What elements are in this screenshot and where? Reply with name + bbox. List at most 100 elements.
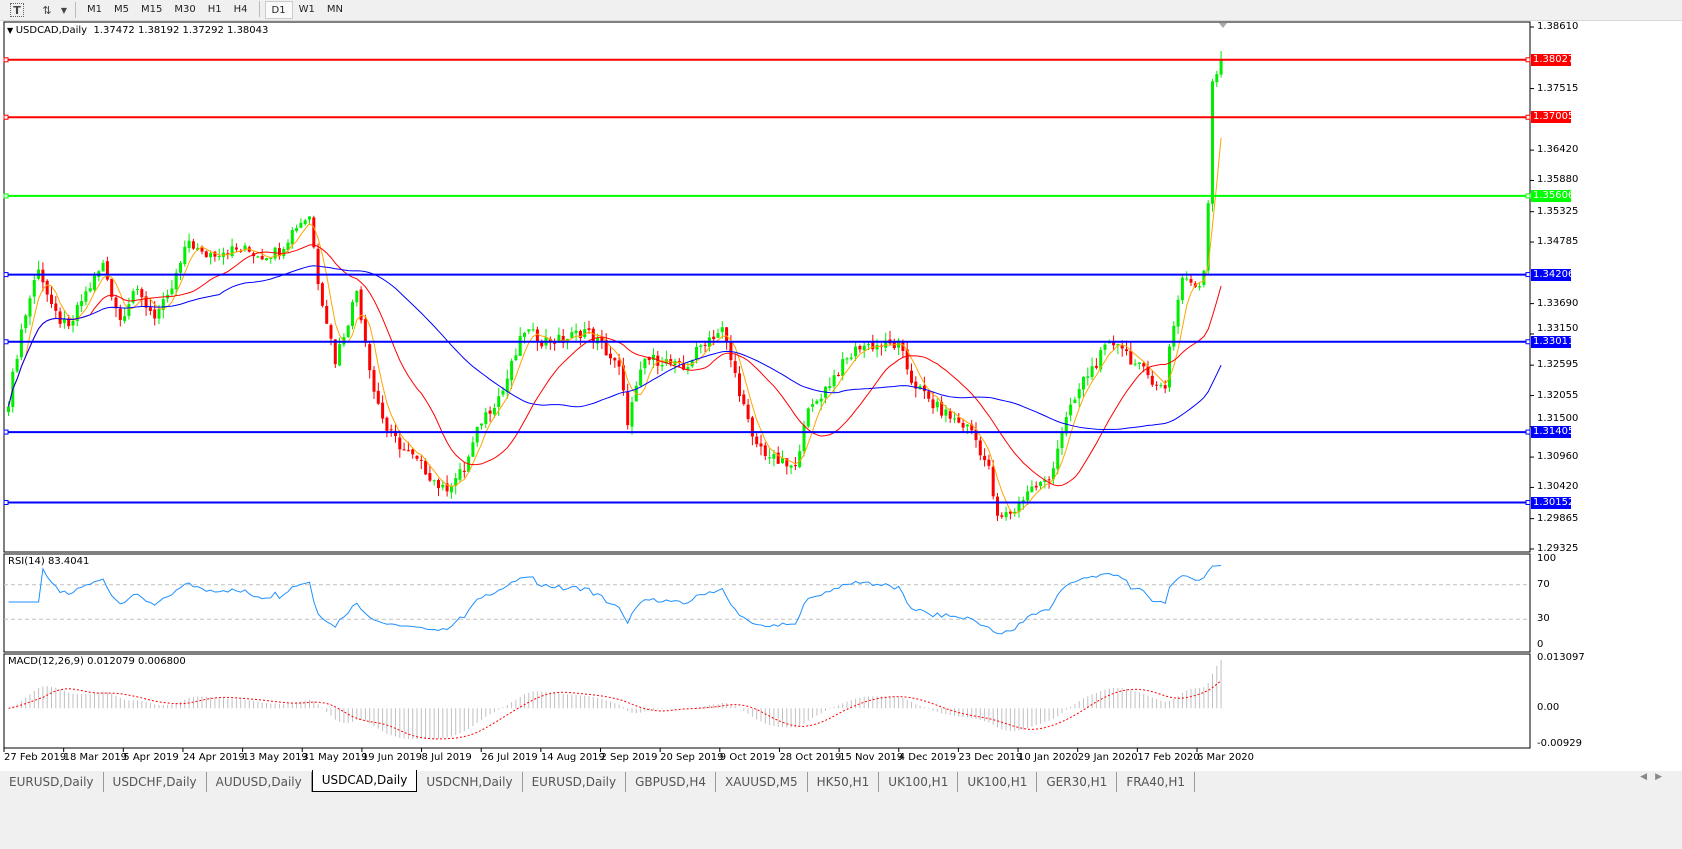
candle-body xyxy=(217,255,221,257)
candle-body xyxy=(716,333,720,338)
candle-body xyxy=(703,344,707,346)
price-tick-label: 1.33150 xyxy=(1537,322,1579,334)
date-label: 15 Nov 2019 xyxy=(839,752,904,763)
collapse-icon[interactable]: ▼ xyxy=(7,26,16,35)
tab-eurusd-daily[interactable]: EURUSD,Daily xyxy=(523,772,627,792)
candle-body xyxy=(578,330,582,339)
candle-body xyxy=(454,478,458,486)
timeframe-m5[interactable]: M5 xyxy=(114,4,129,15)
candle-body xyxy=(1047,479,1051,481)
candle-body xyxy=(497,396,501,408)
candle-body xyxy=(970,424,974,431)
candle-body xyxy=(505,378,509,393)
level-anchor-handle xyxy=(1525,500,1531,506)
candle-body xyxy=(1073,399,1077,404)
candle-body xyxy=(62,318,66,323)
candle-body xyxy=(1030,486,1034,492)
candle-body xyxy=(613,357,617,361)
candle-body xyxy=(290,230,294,245)
candle-body xyxy=(587,328,591,330)
candle-body xyxy=(269,257,273,259)
candle-body xyxy=(234,247,238,250)
candle-body xyxy=(1120,345,1124,349)
chart-window[interactable]: ▼ USDCAD,Daily 1.37472 1.38192 1.37292 1… xyxy=(0,21,1682,769)
candle-body xyxy=(226,253,230,255)
candle-body xyxy=(1137,362,1141,364)
macd-panel-frame xyxy=(3,653,1531,749)
candle-body xyxy=(793,465,797,467)
tab-gbpusd-h4[interactable]: GBPUSD,H4 xyxy=(626,772,716,792)
symbol-legend: ▼ USDCAD,Daily 1.37472 1.38192 1.37292 1… xyxy=(7,25,268,36)
tab-uk100-h1[interactable]: UK100,H1 xyxy=(958,772,1038,792)
price-tick-label: 1.33690 xyxy=(1537,297,1579,309)
date-label: 19 Jun 2019 xyxy=(361,752,423,763)
candle-body xyxy=(806,408,810,427)
timeframe-d1[interactable]: D1 xyxy=(264,1,293,19)
timeframe-m1[interactable]: M1 xyxy=(87,4,102,15)
candle-body xyxy=(179,262,182,273)
candle-body xyxy=(458,469,462,480)
timeframe-h1[interactable]: H1 xyxy=(207,4,222,15)
candle-body xyxy=(849,357,853,359)
candle-body xyxy=(901,341,905,351)
candle-body xyxy=(867,344,870,346)
arrows-icon[interactable]: ⇅ xyxy=(42,3,52,17)
candle-body xyxy=(320,283,324,306)
candle-body xyxy=(974,429,978,441)
candle-body xyxy=(583,329,587,338)
level-anchor-handle xyxy=(1525,114,1531,120)
candle-body xyxy=(265,258,268,261)
tab-usdcad-daily[interactable]: USDCAD,Daily xyxy=(311,770,418,792)
candle-body xyxy=(798,451,802,468)
tab-audusd-daily[interactable]: AUDUSD,Daily xyxy=(207,772,312,792)
candle-body xyxy=(200,246,204,252)
candle-body xyxy=(381,402,385,419)
candle-body xyxy=(462,470,466,472)
candle-body xyxy=(690,360,694,367)
timeframe-mn[interactable]: MN xyxy=(326,4,343,15)
tab-hk50-h1[interactable]: HK50,H1 xyxy=(808,772,880,792)
candle-body xyxy=(815,400,819,404)
candle-body xyxy=(1107,342,1111,344)
candle-body xyxy=(845,358,849,360)
timeframe-m30[interactable]: M30 xyxy=(174,4,196,15)
chart-canvas[interactable] xyxy=(0,21,1682,769)
tab-usdcnh-daily[interactable]: USDCNH,Daily xyxy=(417,772,523,792)
rsi-tick-label: 0 xyxy=(1537,639,1544,650)
candle-body xyxy=(570,332,574,338)
tab-ger30-h1[interactable]: GER30,H1 xyxy=(1037,772,1118,792)
tab-xauusd-m5[interactable]: XAUUSD,M5 xyxy=(716,772,808,792)
candle-body xyxy=(1142,363,1146,367)
candle-body xyxy=(660,364,664,367)
candle-body xyxy=(948,410,952,419)
candle-body xyxy=(157,309,161,319)
price-tick-label: 1.32595 xyxy=(1537,359,1579,371)
tab-scroll-arrows[interactable]: ◀▶ xyxy=(1640,772,1670,782)
price-tick-label: 1.30960 xyxy=(1537,451,1579,463)
candle-body xyxy=(965,424,969,427)
candle-body xyxy=(191,241,195,249)
text-icon[interactable]: T xyxy=(10,3,24,17)
level-anchor-handle xyxy=(1525,57,1531,63)
price-tick-label: 1.36420 xyxy=(1537,144,1579,156)
candle-body xyxy=(312,217,316,248)
timeframe-w1[interactable]: W1 xyxy=(298,4,315,15)
candle-body xyxy=(131,291,135,303)
date-label: 13 May 2019 xyxy=(242,752,308,763)
date-label: 26 Jul 2019 xyxy=(481,752,538,763)
timeframe-h4[interactable]: H4 xyxy=(233,4,248,15)
timeframe-m15[interactable]: M15 xyxy=(141,4,163,15)
candle-body xyxy=(1133,363,1137,365)
tab-eurusd-daily[interactable]: EURUSD,Daily xyxy=(0,772,104,792)
level-price-label: 1.34206 xyxy=(1531,268,1575,281)
candle-body xyxy=(604,340,608,356)
tab-usdchf-daily[interactable]: USDCHF,Daily xyxy=(104,772,207,792)
candle-body xyxy=(402,449,406,451)
candle-body xyxy=(1077,389,1081,399)
dropdown-icon[interactable]: ▼ xyxy=(60,5,68,15)
candle-body xyxy=(492,407,496,415)
candle-body xyxy=(333,339,337,365)
tab-uk100-h1[interactable]: UK100,H1 xyxy=(879,772,959,792)
macd-label: MACD(12,26,9) 0.012079 0.006800 xyxy=(8,656,186,667)
tab-fra40-h1[interactable]: FRA40,H1 xyxy=(1117,772,1196,792)
